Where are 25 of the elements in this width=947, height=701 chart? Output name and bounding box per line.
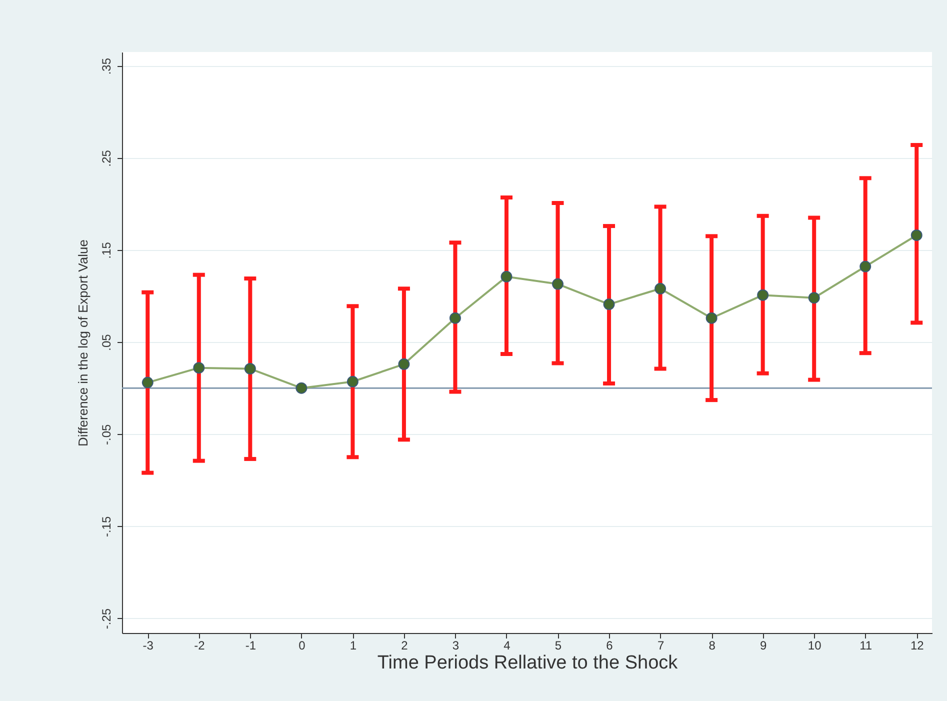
x-tick-label: 5 <box>554 638 562 652</box>
y-tick-label: -.15 <box>100 516 114 538</box>
y-tick-label: .25 <box>100 150 114 167</box>
y-axis-title: Difference in the log of Export Value <box>76 240 90 446</box>
y-tick-label: .35 <box>100 58 114 75</box>
x-tick-label: 12 <box>910 638 924 652</box>
x-tick-label: 9 <box>760 638 767 652</box>
x-tick-label: -1 <box>245 638 256 652</box>
x-axis-title: Time Periods Rellative to the Shock <box>377 652 678 674</box>
x-tick-label: 4 <box>504 638 511 652</box>
x-tick-label: -3 <box>142 638 154 652</box>
y-tick-label: -.05 <box>100 424 114 445</box>
y-tick-label: -.25 <box>100 608 114 630</box>
x-tick-label: 1 <box>350 638 357 652</box>
x-tick-label: 11 <box>860 638 872 652</box>
x-tick-label: 2 <box>401 638 408 652</box>
x-tick-label: 10 <box>808 638 822 652</box>
y-tick-label: .15 <box>100 242 114 259</box>
x-tick-label: 6 <box>606 638 614 652</box>
x-tick-label: 7 <box>657 638 664 652</box>
x-tick-label: -2 <box>194 638 206 652</box>
x-tick-label: 8 <box>708 638 716 652</box>
x-tick-label: 0 <box>298 638 306 652</box>
y-tick-label: .05 <box>100 334 114 351</box>
x-tick-label: 3 <box>452 638 460 652</box>
